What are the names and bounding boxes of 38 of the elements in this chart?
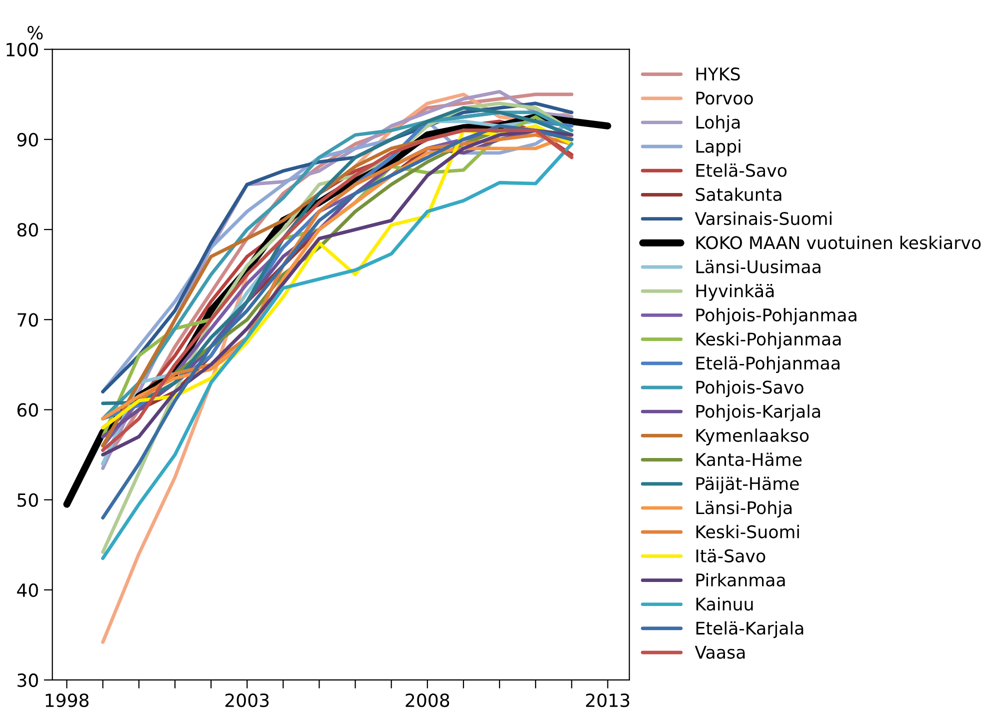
legend-label: Pohjois-Karjala: [696, 404, 820, 422]
legend-label: KOKO MAAN vuotuinen keskiarvo: [696, 236, 981, 250]
legend-label: Länsi-Pohja: [696, 500, 792, 518]
legend-label: Keski-Suomi: [696, 524, 799, 538]
legend-label: Länsi-Uusimaa: [696, 260, 820, 274]
y-tick-label: 70: [18, 313, 38, 327]
legend-label: HYKS: [696, 67, 740, 81]
legend-label: Etelä-Pohjanmaa: [696, 356, 840, 374]
legend-label: Satakunta: [696, 188, 782, 202]
legend-label: Etelä-Karjala: [696, 621, 804, 638]
y-tick-label: 80: [17, 222, 38, 237]
legend-label: Varsinais-Suomi: [694, 212, 832, 226]
legend-label: Keski-Pohjanmaa: [696, 332, 841, 349]
x-tick-label: 1998: [46, 693, 89, 708]
legend-label: Lappi: [696, 139, 740, 156]
x-tick-label: 2008: [406, 693, 450, 708]
y-tick-label: 100: [6, 42, 38, 56]
legend-label: Porvoo: [696, 92, 753, 105]
legend-label: Pirkanmaa: [696, 573, 785, 587]
y-tick-label: 50: [18, 493, 38, 507]
legend-label: Itä-Savo: [696, 549, 766, 562]
legend-label: Lohja: [696, 115, 740, 132]
legend-label: Hyvinkää: [696, 284, 774, 301]
y-tick-label: 90: [17, 132, 38, 147]
legend-label: Kainuu: [696, 597, 753, 611]
x-tick-label: 2013: [586, 693, 630, 708]
y-axis-title: %: [28, 26, 43, 40]
y-tick-label: 40: [17, 583, 38, 597]
legend-label: Kymenlaakso: [696, 428, 809, 446]
legend-label: Vaasa: [694, 646, 745, 659]
y-tick-label: 60: [17, 403, 38, 417]
legend-label: Etelä-Savo: [696, 163, 787, 177]
legend-label: Kanta-Häme: [696, 452, 802, 466]
y-tick-label: 30: [18, 673, 38, 688]
x-tick-label: 2003: [225, 693, 269, 708]
legend-label: Pohjois-Pohjanmaa: [696, 308, 856, 325]
legend-label: Pohjois-Savo: [696, 380, 804, 398]
legend-label: Päijät-Häme: [696, 476, 799, 494]
